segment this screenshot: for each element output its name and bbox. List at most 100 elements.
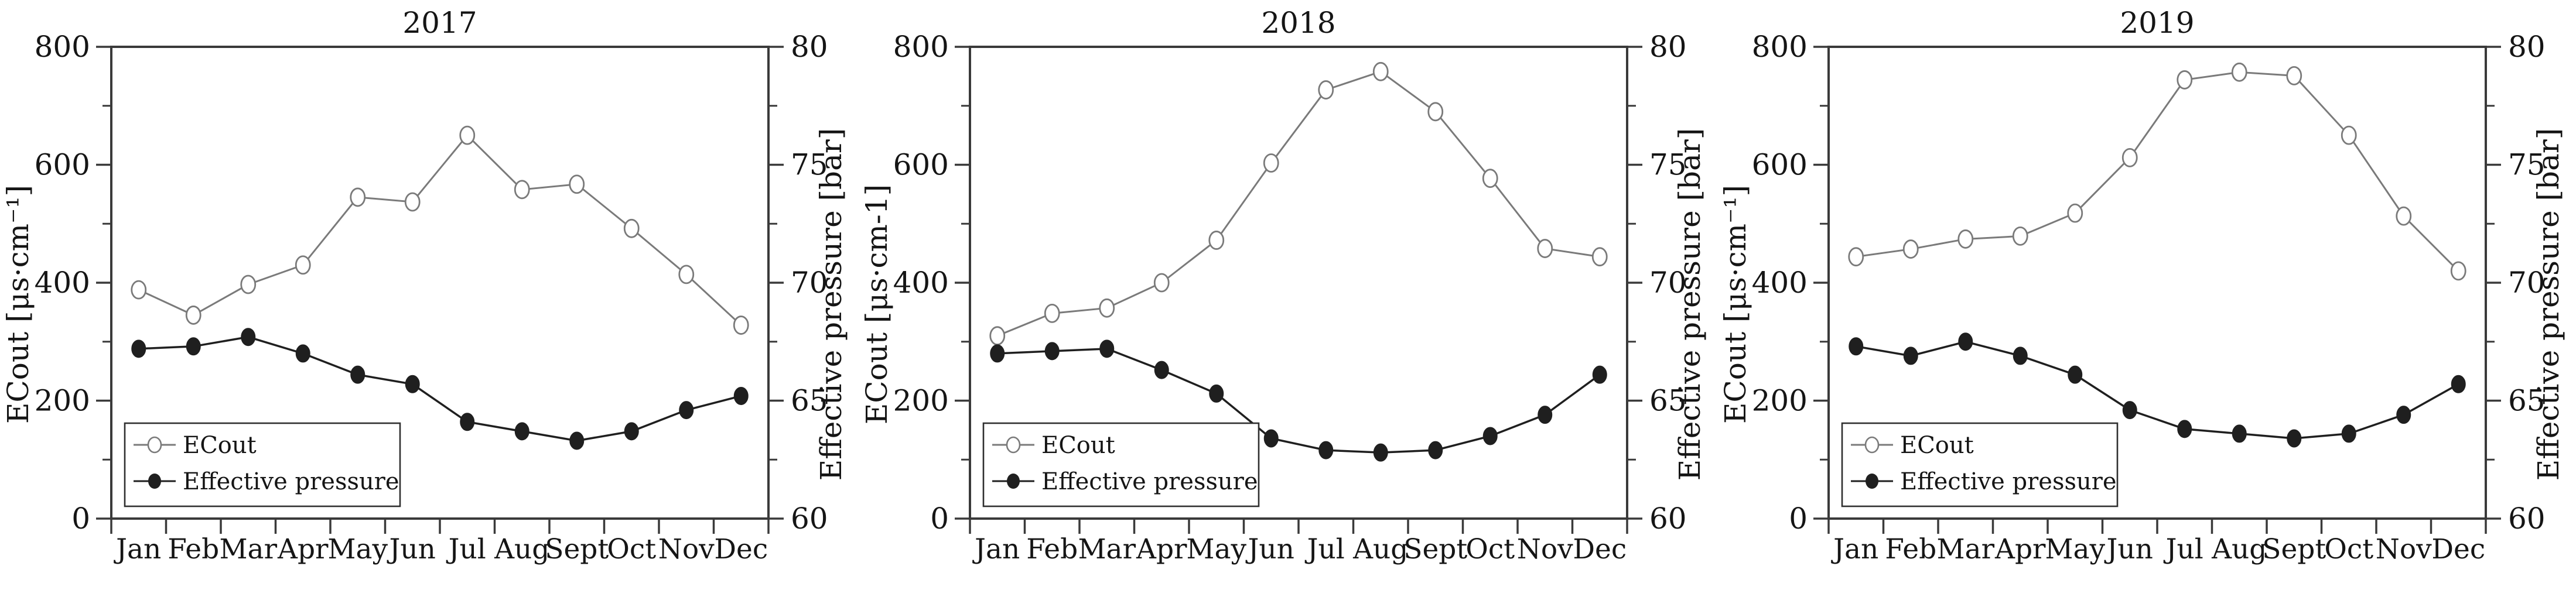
y-left-tick-label: 800 [893, 30, 949, 64]
y-left-tick-label: 400 [35, 266, 90, 300]
x-tick-label: Mar [1078, 533, 1136, 565]
data-point-ecout [623, 218, 640, 238]
y-right-tick-label: 60 [1649, 502, 1687, 536]
data-point-ecout [2012, 227, 2028, 246]
data-point-effective-pressure [1373, 443, 1388, 462]
y-left-tick-label: 800 [35, 30, 90, 64]
data-point-ecout [2286, 66, 2302, 85]
legend-marker-ecout [1864, 436, 1880, 454]
data-point-ecout [1957, 229, 1974, 249]
data-point-effective-pressure [1209, 384, 1224, 403]
legend-label-effective-pressure: Effective pressure [183, 468, 399, 495]
x-tick-label: Feb [1885, 533, 1936, 565]
data-point-effective-pressure [1592, 365, 1607, 384]
data-point-effective-pressure [733, 386, 749, 405]
data-point-ecout [1591, 247, 1608, 267]
data-point-effective-pressure [2341, 424, 2356, 443]
x-tick-label: Apr [277, 533, 329, 565]
data-point-ecout [1902, 239, 1919, 259]
x-tick-label: Oct [1465, 533, 1515, 565]
x-tick-label: Aug [1352, 533, 1408, 565]
chart-title: 2018 [1261, 6, 1335, 40]
x-tick-label: Jul [1305, 533, 1345, 565]
legend-marker-effective-pressure [148, 474, 161, 489]
panel-2017: 2017 0 200 400 600 800 60 65 70 75 80 Jan Feb Mar Apr M… [0, 0, 859, 590]
data-point-effective-pressure [295, 344, 310, 363]
data-point-effective-pressure [2451, 375, 2466, 393]
data-point-ecout [2341, 125, 2357, 145]
legend-label-ecout: ECout [1041, 432, 1115, 459]
y-right-tick-label: 70 [2508, 266, 2546, 300]
y-right-tick-label: 60 [791, 502, 828, 536]
y-right-axis-label: Effective pressure [bar] [1673, 128, 1707, 481]
x-tick-label: Nov [658, 533, 715, 565]
data-point-effective-pressure [679, 401, 694, 420]
y-right-tick-label: 70 [1649, 266, 1687, 300]
data-point-ecout [2450, 261, 2466, 281]
data-point-ecout [404, 192, 421, 212]
legend-box [124, 422, 401, 507]
y-left-tick-label: 200 [35, 384, 90, 418]
x-tick-label: Sept [545, 533, 609, 565]
data-point-effective-pressure [1099, 339, 1115, 358]
x-tick-label: Apr [1136, 533, 1187, 565]
x-tick-label: Aug [2211, 533, 2267, 565]
data-point-ecout [569, 174, 585, 194]
data-point-effective-pressure [1849, 337, 1864, 356]
x-tick-label: May [2045, 533, 2105, 565]
x-tick-label: Jul [2164, 533, 2203, 565]
data-point-effective-pressure [405, 375, 420, 393]
series-line-effective-pressure [997, 348, 1601, 454]
y-left-tick-label: 600 [35, 148, 90, 182]
series-line-ecout [1856, 71, 2459, 272]
x-tick-label: Nov [1517, 533, 1573, 565]
y-right-tick-label: 75 [791, 148, 828, 182]
data-point-effective-pressure [1903, 347, 1918, 365]
x-tick-label: Jun [2104, 533, 2153, 565]
x-tick-label: May [1186, 533, 1246, 565]
series-line-effective-pressure [138, 335, 742, 442]
y-left-tick-label: 800 [1752, 30, 1808, 64]
x-tick-label: Jan [1831, 533, 1878, 565]
y-right-tick-label: 65 [2508, 384, 2546, 418]
data-point-effective-pressure [514, 422, 529, 441]
y-left-tick-label: 0 [71, 502, 90, 536]
data-point-effective-pressure [241, 328, 256, 347]
data-point-effective-pressure [2232, 424, 2247, 443]
y-left-axis-label: ECout [μs·cm⁻¹] [1719, 185, 1752, 424]
chart-title: 2019 [2120, 6, 2194, 40]
x-tick-label: May [327, 533, 388, 565]
legend-marker-ecout [1006, 436, 1021, 454]
data-point-ecout [350, 187, 366, 207]
data-point-ecout [733, 315, 749, 335]
x-tick-label: Dec [714, 533, 768, 565]
data-point-effective-pressure [1263, 429, 1279, 448]
data-point-effective-pressure [569, 431, 585, 450]
data-point-effective-pressure [990, 344, 1005, 363]
data-point-ecout [678, 265, 695, 284]
data-point-ecout [2396, 206, 2412, 226]
x-tick-label: Jul [446, 533, 486, 565]
data-point-ecout [1208, 231, 1225, 250]
data-point-effective-pressure [2287, 429, 2302, 448]
y-right-tick-label: 65 [1649, 384, 1687, 418]
legend: ECout Effective pressure [982, 422, 1260, 507]
x-tick-label: Feb [168, 533, 219, 565]
data-point-ecout [514, 180, 530, 200]
y-left-axis-label: ECout [μs·cm⁻¹] [1, 185, 35, 424]
data-point-effective-pressure [350, 365, 365, 384]
x-tick-label: Dec [1573, 533, 1627, 565]
x-tick-label: Oct [607, 533, 656, 565]
data-point-ecout [2067, 203, 2083, 223]
chart-title: 2017 [402, 6, 477, 40]
y-right-axis-label: Effective pressure [bar] [814, 128, 848, 481]
data-point-effective-pressure [2013, 347, 2028, 365]
data-point-effective-pressure [2122, 401, 2137, 420]
x-tick-label: Aug [494, 533, 549, 565]
chart-2017: 2017 0 200 400 600 800 60 65 70 75 80 Jan Feb Mar AprM… [1, 6, 848, 565]
x-tick-label: Jun [1246, 533, 1294, 565]
plot-border [969, 46, 1628, 520]
y-left-tick-label: 400 [1752, 266, 1808, 300]
y-right-tick-label: 80 [1649, 30, 1687, 64]
x-tick-label: Jan [114, 533, 161, 565]
